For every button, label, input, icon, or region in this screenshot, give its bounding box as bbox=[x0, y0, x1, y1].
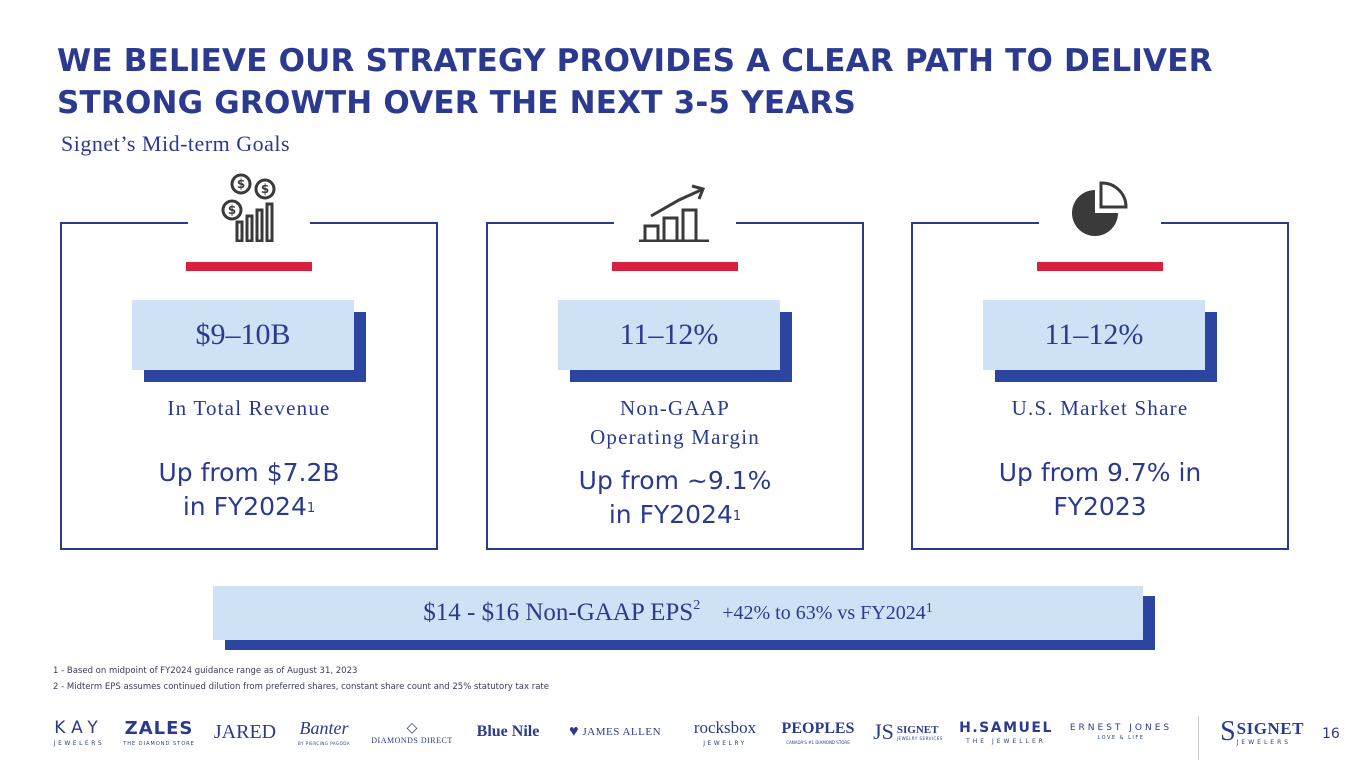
page-number: 16 bbox=[1322, 726, 1340, 742]
jared-logo: JARED bbox=[213, 720, 277, 743]
eps-banner: $14 - $16 Non-GAAP EPS2 +42% to 63% vs F… bbox=[213, 586, 1143, 640]
card-value: $9–10B bbox=[132, 300, 354, 370]
card-operating-margin: 11–12% Non-GAAP Operating Margin Up from… bbox=[486, 222, 864, 550]
card-description: Up from 9.7% in FY2023 bbox=[998, 458, 1202, 521]
rocksbox-logo: rocksbox JEWELRY bbox=[693, 717, 757, 747]
card-label: Non-GAAP Operating Margin bbox=[590, 396, 760, 449]
eps-main: $14 - $16 Non-GAAP EPS bbox=[423, 599, 694, 626]
james-allen-logo: ♥ JAMES ALLEN bbox=[568, 723, 662, 740]
kay-logo: KAY JEWELERS bbox=[53, 717, 105, 747]
h-samuel-logo: H.SAMUEL THE JEWELLER bbox=[959, 719, 1053, 745]
zales-logo: ZALES THE DIAMOND STORE bbox=[123, 717, 195, 747]
accent-bar bbox=[1037, 262, 1163, 271]
js-signet-logo: JS SIGNET JEWELRY SERVICES bbox=[873, 719, 943, 744]
footnote-2: 2 - Midterm EPS assumes continued diluti… bbox=[53, 682, 549, 692]
card-label: In Total Revenue bbox=[167, 396, 331, 420]
accent-bar bbox=[612, 262, 738, 271]
svg-text:$: $ bbox=[261, 182, 269, 196]
card-revenue: $9–10B In Total Revenue Up from $7.2B in… bbox=[60, 222, 438, 550]
signet-logo: S SIGNET JEWELERS bbox=[1220, 716, 1304, 747]
card-market-share: 11–12% U.S. Market Share Up from 9.7% in… bbox=[911, 222, 1289, 550]
svg-text:$: $ bbox=[237, 177, 245, 191]
pie-chart-icon bbox=[1072, 181, 1128, 236]
heart-icon: ♥ bbox=[568, 723, 579, 740]
card-value: 11–12% bbox=[983, 300, 1205, 370]
accent-bar bbox=[186, 262, 312, 271]
eps-growth: +42% to 63% vs FY2024 bbox=[722, 601, 926, 624]
ernest-jones-logo: ERNEST JONES LOVE & LIFE bbox=[1069, 723, 1173, 741]
growth-chart-icon bbox=[639, 184, 709, 242]
blue-nile-logo: Blue Nile bbox=[476, 723, 540, 740]
page-subtitle: Signet’s Mid-term Goals bbox=[61, 131, 291, 156]
banter-logo: Banter BY PIERCING PAGODA bbox=[297, 718, 351, 746]
money-chart-icon: $ $$ bbox=[221, 173, 276, 242]
page-title: WE BELIEVE OUR STRATEGY PROVIDES A CLEAR… bbox=[57, 43, 1213, 121]
brand-logo-strip: KAY JEWELERS ZALES THE DIAMOND STORE JAR… bbox=[0, 712, 1365, 762]
card-description: Up from $7.2B in FY20241 bbox=[158, 458, 340, 521]
card-label: U.S. Market Share bbox=[1011, 396, 1189, 420]
card-description: Up from ~9.1% in FY20241 bbox=[578, 466, 772, 529]
peoples-logo: PEOPLES CANADA'S #1 DIAMOND STORE bbox=[781, 719, 855, 745]
card-value: 11–12% bbox=[558, 300, 780, 370]
diamond-icon: ◇ bbox=[406, 719, 418, 735]
svg-text:$: $ bbox=[228, 203, 236, 217]
diamonds-direct-logo: ◇ DIAMONDS DIRECT bbox=[371, 719, 453, 745]
footnote-1: 1 - Based on midpoint of FY2024 guidance… bbox=[53, 666, 358, 676]
